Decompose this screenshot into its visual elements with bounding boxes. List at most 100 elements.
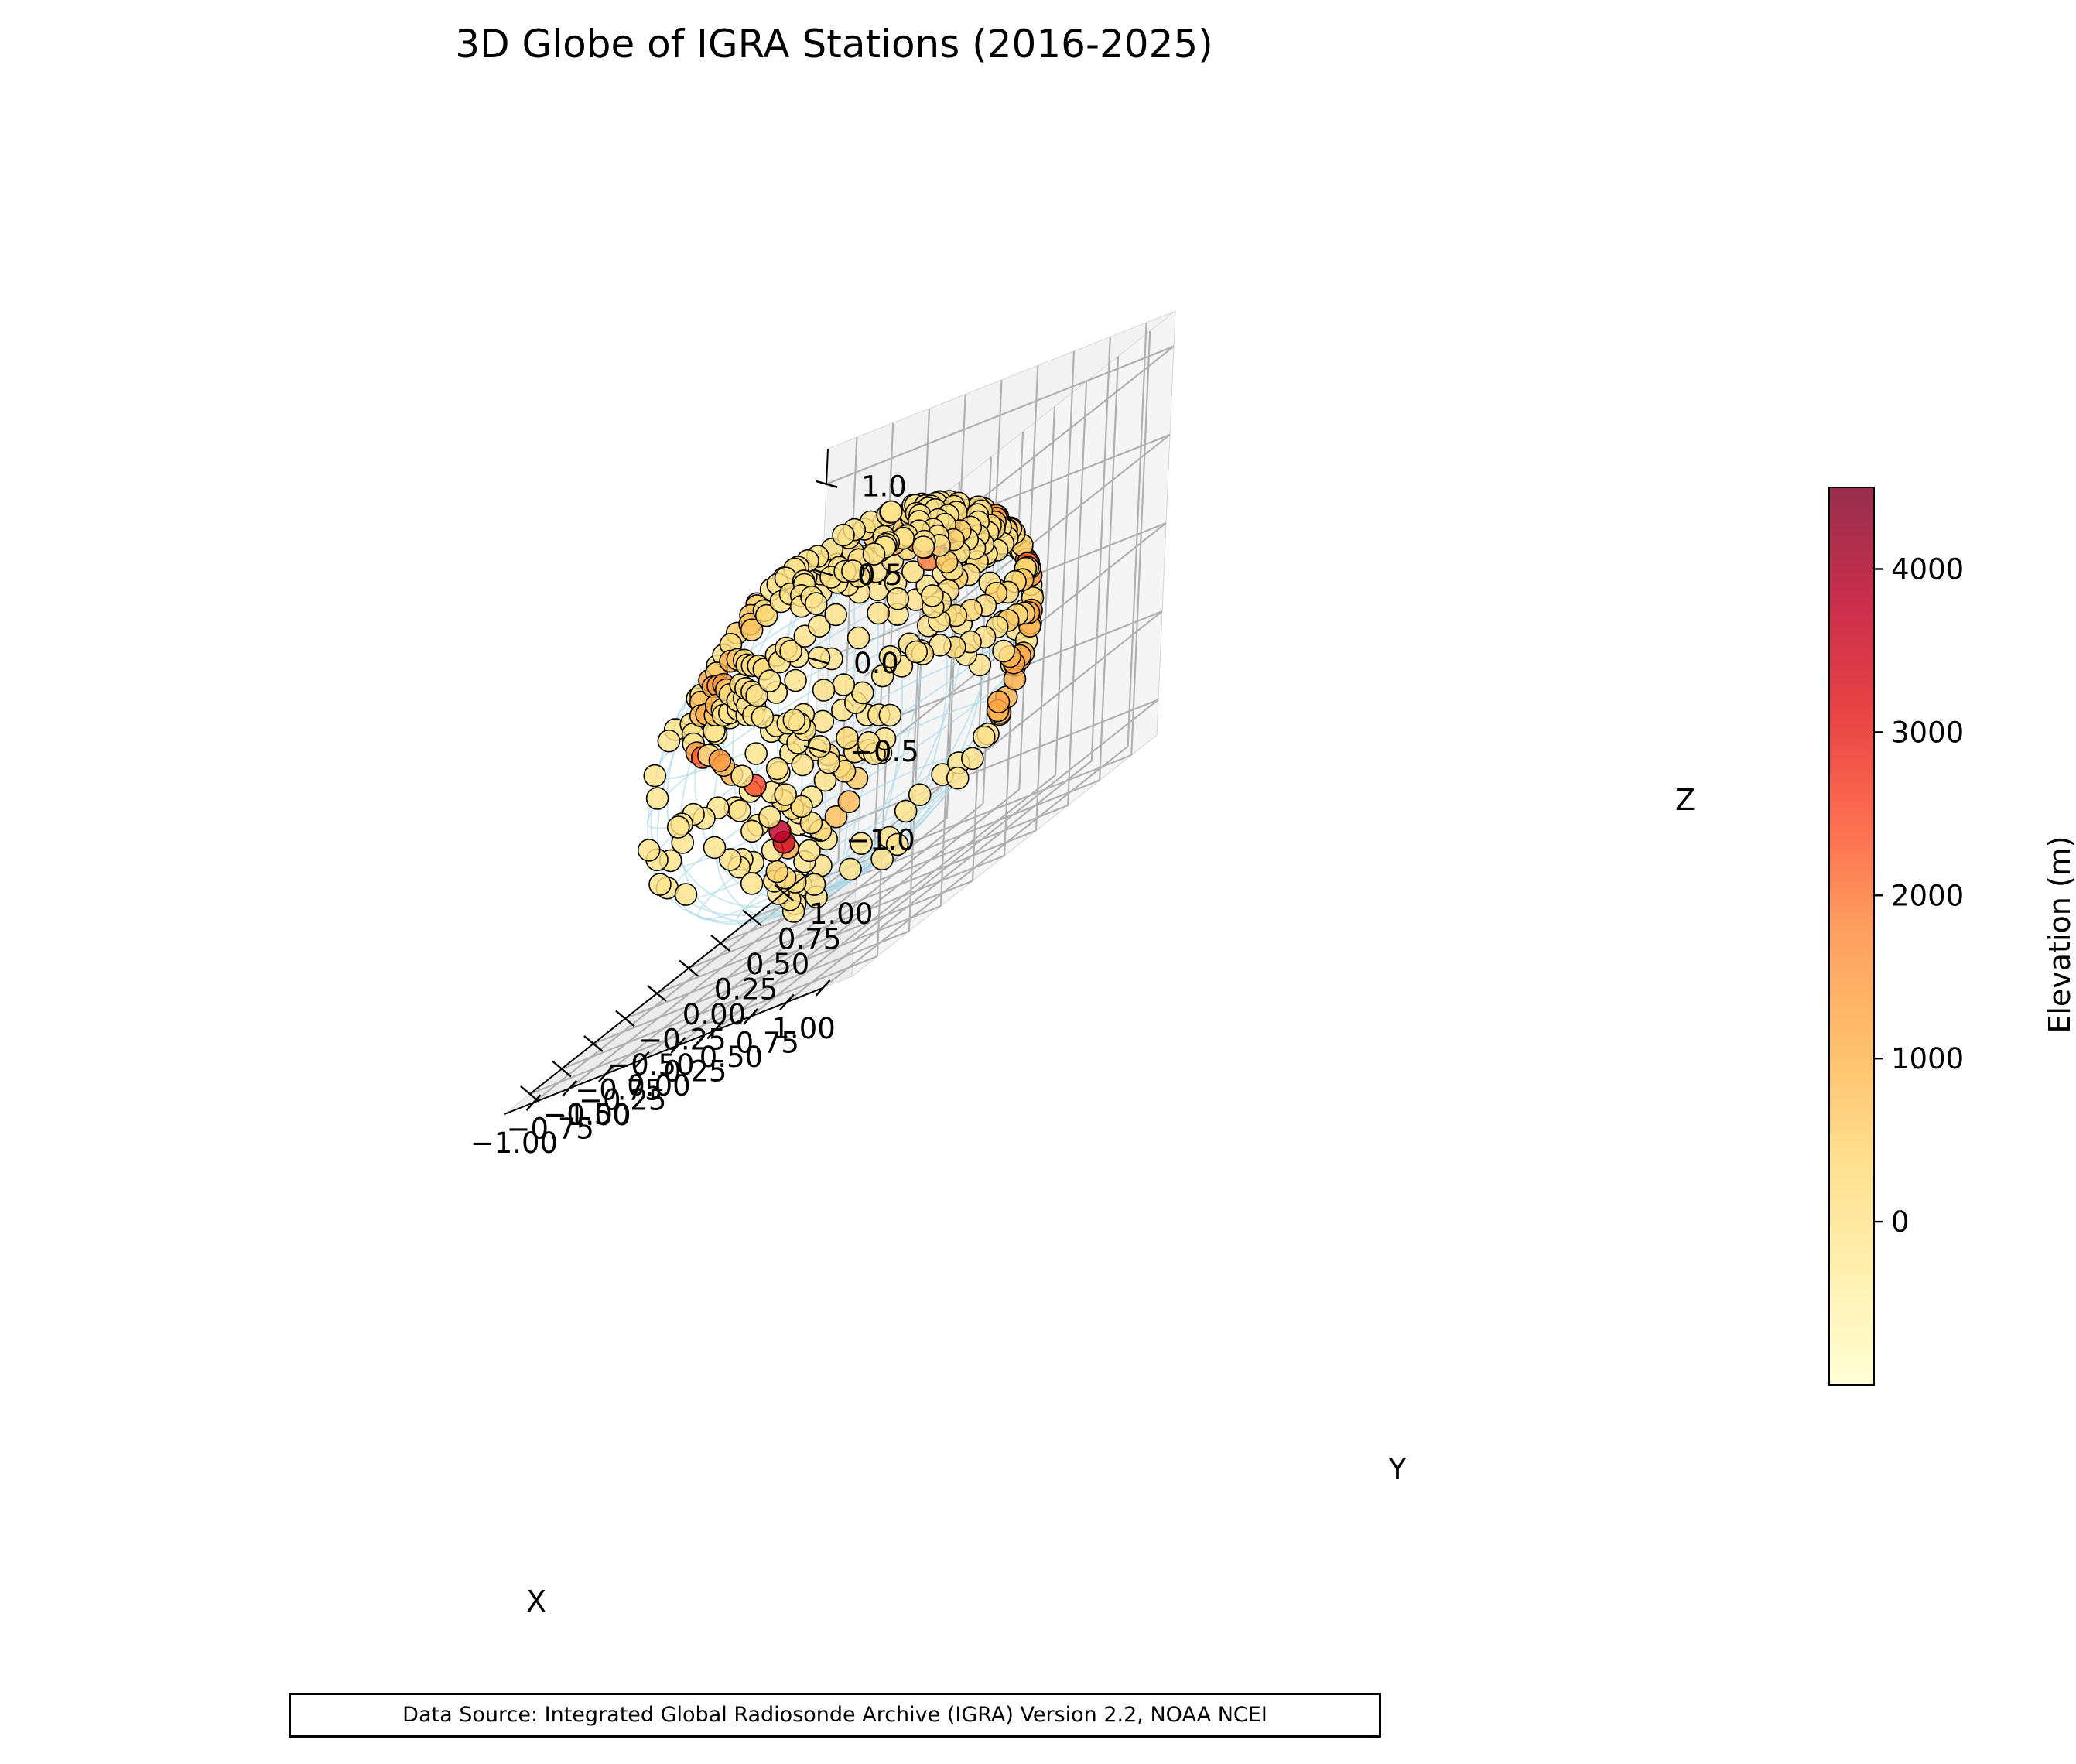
station-point [908, 783, 932, 806]
station-point [841, 559, 864, 583]
station-point [784, 668, 807, 692]
station-point [674, 883, 698, 906]
grid-line [826, 345, 1175, 485]
grid-line [688, 829, 1037, 969]
station-point [885, 832, 909, 856]
station-point [824, 805, 848, 829]
z-axis-tick-label: −1.0 [846, 823, 915, 856]
x-axis-tick [634, 1051, 650, 1068]
station-point [878, 703, 902, 727]
station-point [857, 730, 881, 754]
y-axis: −1.00−0.75−0.50−0.250.000.250.500.751.00 [520, 872, 873, 1132]
station-point [850, 832, 873, 855]
colorbar-gradient [1828, 487, 1875, 1386]
colorbar-label: Elevation (m) [2043, 836, 2076, 1033]
station-point [911, 535, 935, 559]
colorbar-tick-label: 3000 [1891, 716, 1964, 749]
y-axis-tick-label: −0.75 [575, 1074, 662, 1107]
y-axis-tick [710, 935, 730, 952]
x-axis-tick [525, 1094, 542, 1111]
station-point [740, 618, 764, 642]
z-axis-tick-label: 1.0 [861, 470, 907, 504]
station-point [808, 614, 831, 638]
station-point [758, 805, 781, 829]
station-point [740, 872, 764, 895]
station-point [973, 725, 996, 749]
grid-line [720, 804, 1069, 945]
station-point [807, 646, 831, 669]
station-point [894, 799, 918, 823]
z-axis-tick [803, 745, 826, 754]
station-point [782, 708, 806, 732]
x-axis-label: X [526, 1585, 546, 1619]
x-axis-tick-label: 0.25 [663, 1055, 727, 1089]
station-point [745, 684, 768, 707]
x-axis-tick-label: 0.00 [627, 1069, 690, 1102]
station-point [802, 873, 826, 896]
station-point [728, 799, 751, 822]
x-axis-tick-label: −0.25 [579, 1084, 666, 1117]
station-point [765, 757, 789, 781]
station-point [987, 690, 1011, 714]
grid-line [860, 522, 1167, 765]
y-axis-tick [583, 1035, 604, 1052]
y-axis-label: Y [1387, 1452, 1407, 1486]
z-axis-line [826, 448, 829, 484]
colorbar: 0 1000 2000 3000 4000 [1828, 487, 1964, 1386]
station-point [824, 603, 847, 627]
station-point [880, 500, 903, 524]
station-points [637, 490, 1045, 923]
grid-line [853, 699, 1159, 942]
grid-line [529, 955, 878, 1096]
x-axis-tick [598, 1065, 614, 1082]
station-point [832, 523, 855, 547]
station-point [708, 749, 732, 772]
station-point [645, 787, 669, 810]
station-point [878, 644, 902, 668]
station-point [812, 679, 836, 702]
station-point [832, 673, 856, 696]
x-axis-tick [562, 1079, 578, 1097]
colorbar-tick-label: 2000 [1891, 879, 1964, 912]
y-axis-tick [679, 959, 699, 977]
station-point [730, 764, 754, 788]
station-point [637, 839, 661, 862]
station-point [836, 726, 859, 750]
z-axis-label: Z [1675, 783, 1695, 817]
x-axis-tick-label: −0.75 [507, 1113, 594, 1146]
station-point [643, 764, 667, 788]
station-point [901, 560, 925, 583]
y-axis-tick [520, 1085, 540, 1102]
x-axis-tick [743, 1008, 758, 1025]
station-point [648, 873, 672, 896]
station-point [765, 860, 789, 884]
station-point [657, 729, 681, 753]
z-axis-tick-label: 0.5 [857, 559, 903, 592]
station-point [992, 639, 1015, 663]
colorbar-tick-label: 1000 [1891, 1042, 1964, 1075]
station-point [666, 815, 690, 839]
station-point [744, 742, 768, 765]
x-axis-tick-label: 1.00 [771, 1012, 835, 1045]
grid-line [561, 930, 910, 1070]
station-point [867, 601, 890, 625]
station-point [754, 603, 778, 627]
station-point [839, 857, 862, 881]
x-axis-tick [778, 993, 795, 1011]
axes-gridlines [529, 322, 1175, 1104]
station-point [886, 586, 910, 610]
x-axis-tick-label: −1.00 [470, 1126, 558, 1160]
y-axis-tick-label: 0.25 [714, 973, 778, 1007]
station-point [779, 639, 802, 663]
grid-line [814, 610, 1163, 750]
x-axis-tick [815, 979, 831, 997]
station-point [862, 542, 886, 566]
chart-title: 3D Globe of IGRA Stations (2016-2025) [455, 22, 1212, 67]
x-axis-tick-label: 0.75 [736, 1026, 799, 1059]
x-axis: 1.000.750.500.250.00−0.25−0.50−0.75−1.00 [470, 979, 836, 1160]
z-axis-tick [815, 480, 838, 488]
station-point [905, 640, 928, 664]
y-axis-tick-label: 0.00 [682, 998, 746, 1031]
station-point [790, 795, 813, 819]
